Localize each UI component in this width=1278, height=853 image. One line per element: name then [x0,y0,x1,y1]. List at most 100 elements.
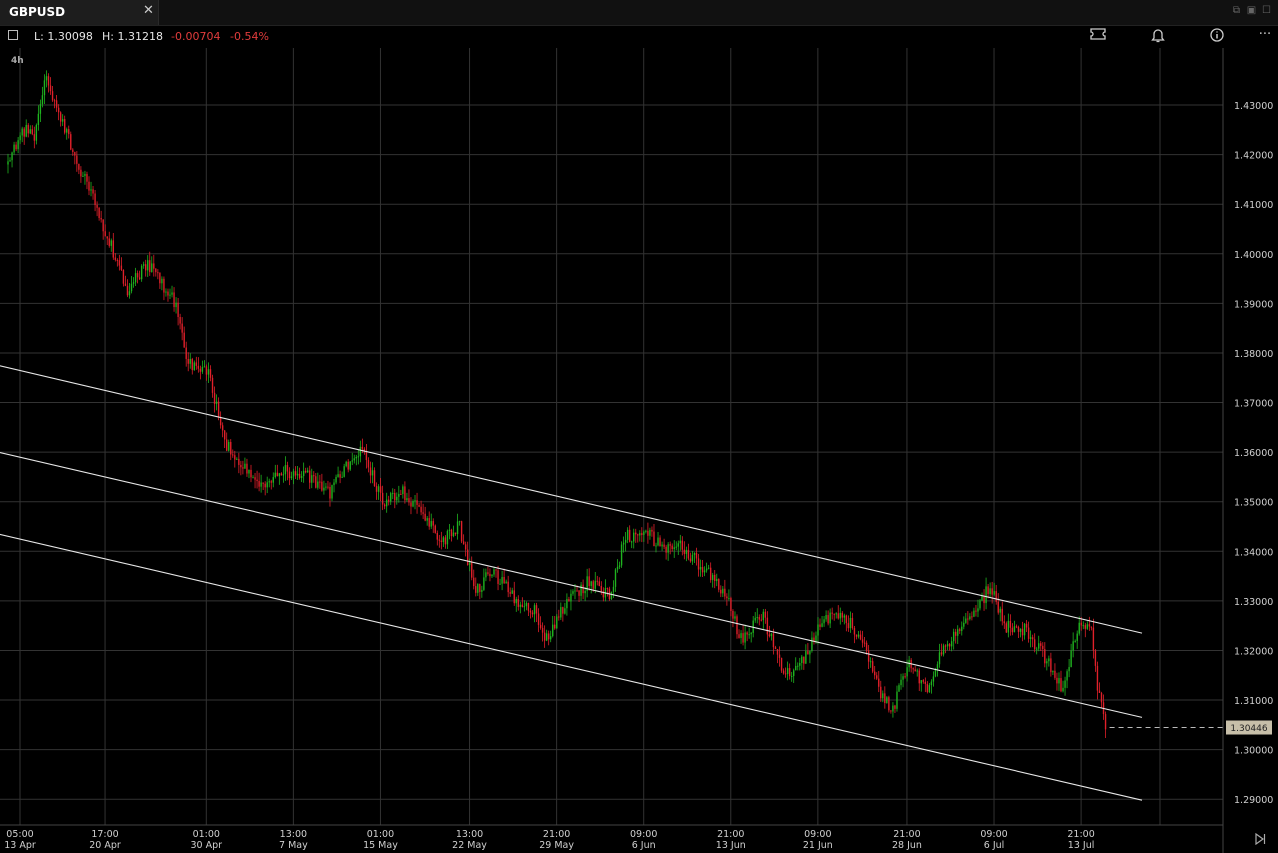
candle-body [31,129,33,135]
candle-body [1029,637,1032,639]
candle-body [134,273,137,283]
candle-body [475,586,477,593]
close-window-icon[interactable]: ☐ [1262,5,1271,16]
candle-body [663,544,665,547]
candle-body [438,539,441,541]
candle-body [373,470,376,487]
ticket-icon[interactable] [1089,28,1107,46]
info-icon[interactable] [1208,28,1226,46]
candle-body [501,577,503,584]
candle-body [999,608,1001,613]
candle-body [576,590,578,592]
candle-body [264,483,266,488]
candle-body [728,598,730,600]
candle-body [588,576,590,587]
candle-body [997,601,999,613]
candle-body [238,458,240,465]
candle-body [902,676,904,680]
price-chart[interactable]: 1.43000 1.42000 1.41000 1.40000 1.39000 1.380… [0,48,1278,853]
more-icon[interactable]: ··· [1258,27,1272,42]
candle-body [51,91,54,101]
candle-body [290,476,293,479]
candle-body [750,632,752,635]
candle-body [669,544,671,546]
candle-body [228,441,230,451]
candle-body [98,207,100,218]
candle-body [369,467,372,476]
candle-body [337,474,339,477]
candle-body [359,446,362,457]
candle-body [280,473,283,476]
candle-body [952,631,955,642]
candle-body [491,574,493,577]
candle-body [511,590,513,594]
maximize-icon[interactable]: ▣ [1246,5,1257,16]
candle-body [13,144,15,153]
candle-body [673,547,675,550]
candle-body [175,302,177,308]
select-checkbox[interactable] [8,30,18,40]
candle-body [778,654,781,658]
close-icon[interactable]: ✕ [143,3,154,18]
candle-body [942,645,945,655]
candle-body [118,260,121,266]
candle-body [456,521,459,535]
candle-body [80,169,82,177]
candle-body [260,482,262,487]
candle-body [223,430,226,440]
tab-gbpusd[interactable]: GBPUSD ✕ [0,0,159,25]
candle-body [66,129,68,133]
candle-body [782,670,785,674]
candle-body [458,521,461,523]
candle-body [254,477,256,480]
candle-body [353,458,355,461]
candle-body [471,562,473,578]
candle-body [272,477,274,483]
candle-body [388,499,390,502]
candle-body [760,619,762,621]
candle-body [112,240,114,258]
candle-body [15,144,17,150]
candle-body [339,474,341,478]
y-tick-label: 1.31000 [1234,696,1273,707]
candle-body [157,272,159,274]
candle-body [849,617,852,629]
candle-body [64,119,66,133]
candle-body [807,651,809,655]
candle-body [918,670,920,684]
change-percent: -0.54% [230,30,269,43]
y-tick-label: 1.40000 [1234,250,1273,261]
candle-body [906,667,908,677]
candle-body [657,537,659,546]
candle-body [1100,692,1103,703]
high-value: H: 1.31218 [102,30,163,43]
candle-body [240,464,242,468]
candle-body [57,107,60,113]
candle-body [256,479,258,482]
candle-body [122,269,125,284]
candle-body [495,569,497,571]
candle-body [252,477,254,479]
candle-body [677,543,679,547]
candle-body [523,606,526,608]
y-tick-label: 1.34000 [1234,547,1273,558]
candle-body [732,610,734,619]
bell-icon[interactable] [1149,28,1167,46]
candle-body [1005,623,1008,633]
popout-icon[interactable]: ⧉ [1232,5,1241,16]
candle-body [756,617,758,619]
candle-body [436,532,438,540]
candle-body [926,683,929,693]
candle-body [1019,628,1022,632]
candle-body [130,283,133,292]
candle-body [35,125,38,141]
candle-body [618,565,621,567]
x-tick-time: 21:00 [893,829,920,840]
candle-body [880,686,882,699]
candle-body [572,591,574,594]
scroll-to-end-icon[interactable] [1254,832,1266,848]
candle-body [270,481,272,483]
candle-body [985,586,987,604]
candle-body [993,591,995,595]
candle-body [543,632,546,641]
